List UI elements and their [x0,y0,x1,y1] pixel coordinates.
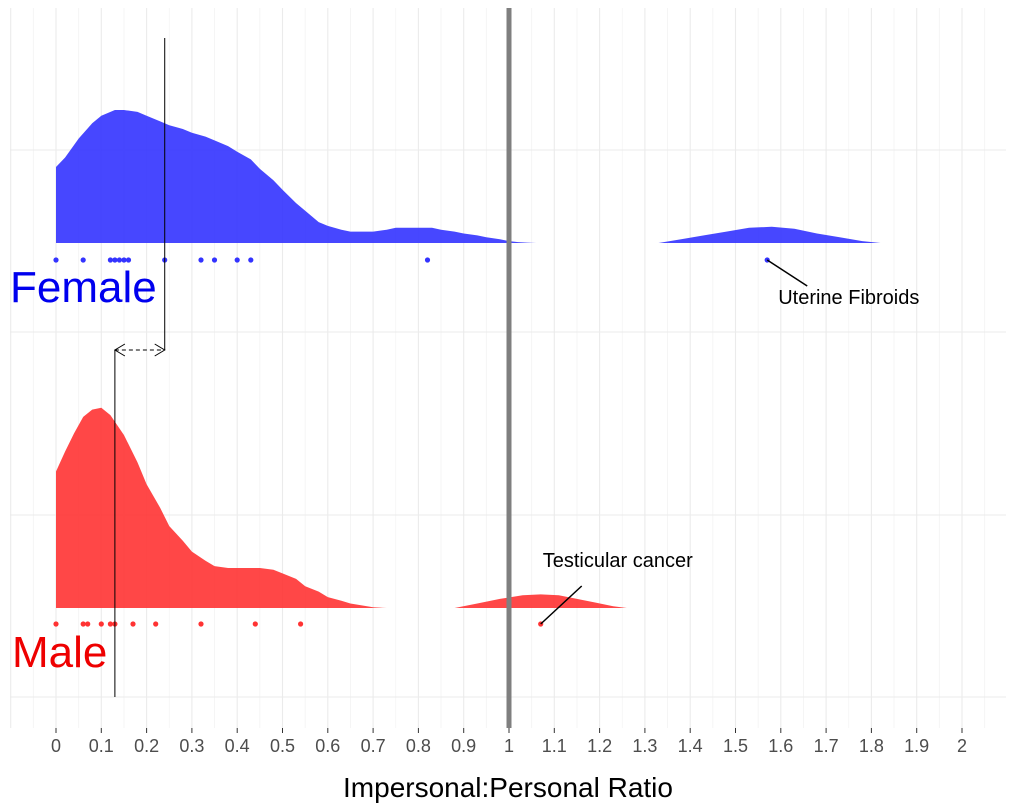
x-tick-label: 1.8 [859,736,884,756]
x-tick-label: 0 [51,736,61,756]
male-data-point [53,621,59,627]
testicular-cancer-leader-line [540,585,583,625]
x-tick-label: 0.3 [179,736,204,756]
female-data-point [234,257,240,263]
group-labels: Female Male [10,263,157,677]
uterine-fibroids-label: Uterine Fibroids [778,287,919,309]
x-tick-label: 0.5 [270,736,295,756]
median-shift-arrowhead-left [113,343,126,357]
male-data-point [85,621,91,627]
x-tick-label: 0.9 [451,736,476,756]
x-tick-label: 1.9 [904,736,929,756]
x-tick-label: 1.1 [542,736,567,756]
male-data-point [298,621,304,627]
male-data-point [107,621,113,627]
testicular-cancer-label: Testicular cancer [543,550,693,572]
x-tick-label: 0.1 [89,736,114,756]
female-data-point [424,257,431,263]
x-tick-label: 1.2 [587,736,612,756]
x-tick-label: 1.4 [678,736,703,756]
x-tick-label: 1.3 [632,736,657,756]
female-data-point [53,257,59,263]
male-data-point [198,621,204,627]
x-tick-label: 0.2 [134,736,159,756]
female-group-label: Female [10,263,157,312]
female-data-point [107,257,113,263]
x-tick-label: 0.6 [315,736,340,756]
female-data-point [112,257,118,263]
male-density-tail-area [454,594,627,608]
female-data-point [125,257,132,263]
x-tick-label: 1 [504,736,514,756]
x-axis-title: Impersonal:Personal Ratio [343,772,673,803]
x-tick-label: 2 [957,736,967,756]
x-tick-label: 0.8 [406,736,431,756]
median-shift-arrowhead-right [154,343,166,357]
female-data-point [198,257,204,263]
x-tick-label: 0.4 [225,736,250,756]
male-group-label: Male [12,628,107,677]
uterine-fibroids-leader-line [766,259,808,287]
x-tick-label: 0.7 [361,736,386,756]
annotations: Uterine Fibroids Testicular cancer [113,38,919,697]
x-tick-label: 1.5 [723,736,748,756]
female-data-point [80,257,86,263]
male-data-point [252,621,258,627]
female-density-tail-area [658,226,881,243]
male-data-point [98,621,104,627]
male-density-area [56,407,387,608]
data-points [53,257,770,627]
female-density-area [56,110,537,243]
female-data-point [116,257,122,263]
female-data-point [121,257,127,263]
female-data-point [211,257,218,263]
female-data-point [248,257,254,263]
x-tick-label: 1.7 [814,736,839,756]
male-data-point [80,621,86,627]
x-axis: Impersonal:Personal Ratio 0 0.1 0.2 0.3 0.4 0… [51,728,967,803]
male-data-point [130,621,136,627]
male-data-point [153,621,159,627]
x-tick-label: 1.6 [768,736,793,756]
density-curves [56,110,881,608]
